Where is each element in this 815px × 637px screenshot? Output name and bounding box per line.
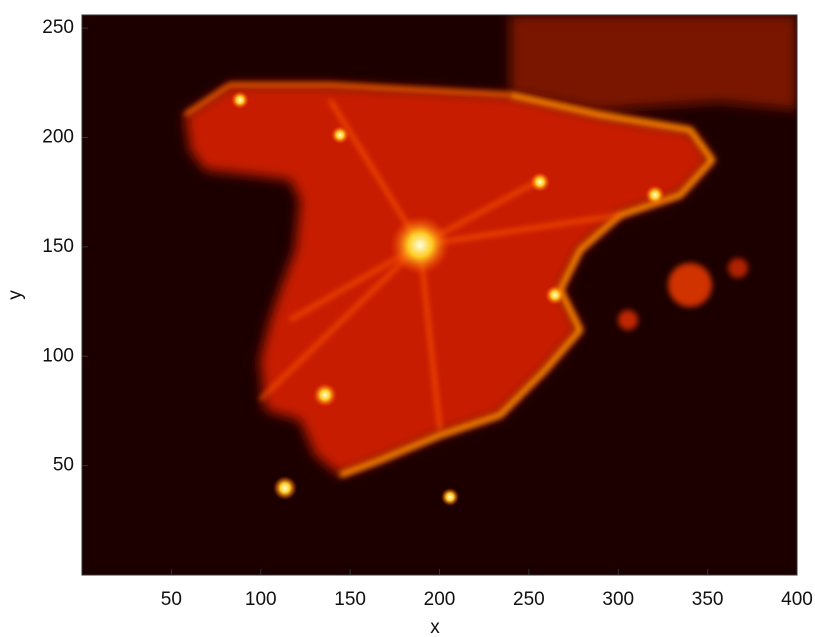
x-tick-label: 50 xyxy=(161,589,182,610)
y-tick-label: 200 xyxy=(42,127,74,148)
y-tick-label: 50 xyxy=(53,455,74,476)
y-tick-label: 100 xyxy=(42,345,74,366)
y-tick-label: 150 xyxy=(42,236,74,257)
y-axis-label: y xyxy=(5,290,26,300)
x-tick-label: 300 xyxy=(602,589,634,610)
x-tick-label: 150 xyxy=(334,589,366,610)
x-tick-label: 100 xyxy=(245,589,277,610)
x-axis-label: x xyxy=(430,617,440,637)
x-tick-label: 400 xyxy=(781,589,813,610)
x-tick-label: 250 xyxy=(513,589,545,610)
image xyxy=(82,15,797,575)
chart: x y 50 100 150 200 250 300 350 400 50 100 150 200 25… xyxy=(0,0,815,637)
y-tick-label: 250 xyxy=(42,17,74,38)
x-tick-label: 350 xyxy=(692,589,724,610)
x-tick-label: 200 xyxy=(424,589,456,610)
